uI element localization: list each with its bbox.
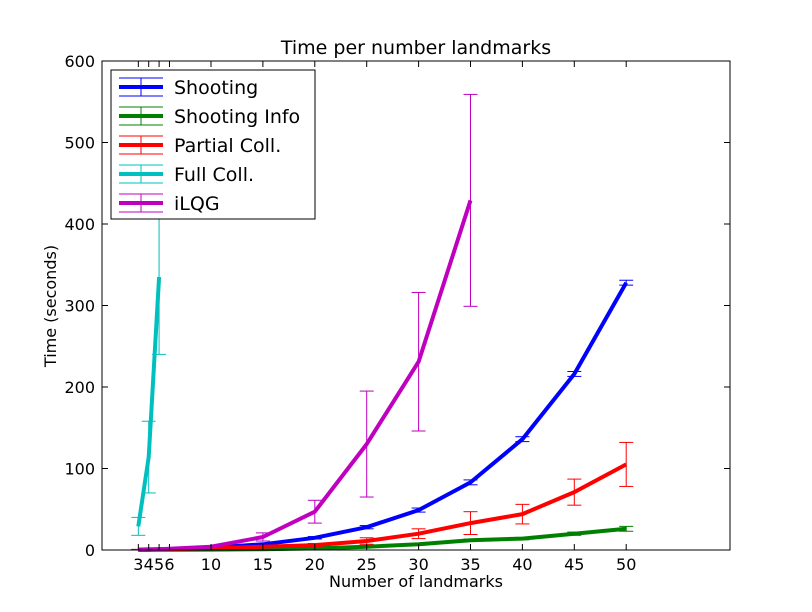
y-tick-label: 300 xyxy=(64,297,95,316)
legend-label: Partial Coll. xyxy=(174,135,281,157)
x-tick-label: 20 xyxy=(305,555,325,574)
x-tick-label: 35 xyxy=(460,555,480,574)
y-tick-label: 600 xyxy=(64,52,95,71)
series-line xyxy=(136,276,162,527)
x-tick-label: 40 xyxy=(512,555,532,574)
y-axis-label: Time (seconds) xyxy=(41,245,60,368)
x-tick-label: 15 xyxy=(253,555,273,574)
y-tick-label: 100 xyxy=(64,460,95,479)
x-tick-label: 25 xyxy=(357,555,377,574)
series-3 xyxy=(131,199,167,536)
chart-title: Time per number landmarks xyxy=(280,37,551,59)
x-tick-label: 30 xyxy=(408,555,428,574)
x-tick-label: 6 xyxy=(164,555,174,574)
x-tick-label: 5 xyxy=(154,555,164,574)
y-tick-label: 0 xyxy=(85,541,95,560)
x-tick-label: 4 xyxy=(144,555,154,574)
legend-label: Shooting Info xyxy=(174,106,300,128)
x-tick-label: 50 xyxy=(616,555,636,574)
x-tick-label: 10 xyxy=(201,555,221,574)
x-axis-label: Number of landmarks xyxy=(329,572,503,591)
legend: Shooting Shooting Info Partial Coll. Full C… xyxy=(110,69,316,220)
y-tick-label: 400 xyxy=(64,215,95,234)
y-tick-label: 500 xyxy=(64,134,95,153)
legend-label: Shooting xyxy=(174,77,258,99)
x-tick-label: 45 xyxy=(564,555,584,574)
series-line xyxy=(138,199,473,552)
x-tick-label: 3 xyxy=(133,555,143,574)
y-tick-label: 200 xyxy=(64,378,95,397)
legend-label: iLQG xyxy=(174,193,220,215)
legend-label: Full Coll. xyxy=(174,164,254,186)
